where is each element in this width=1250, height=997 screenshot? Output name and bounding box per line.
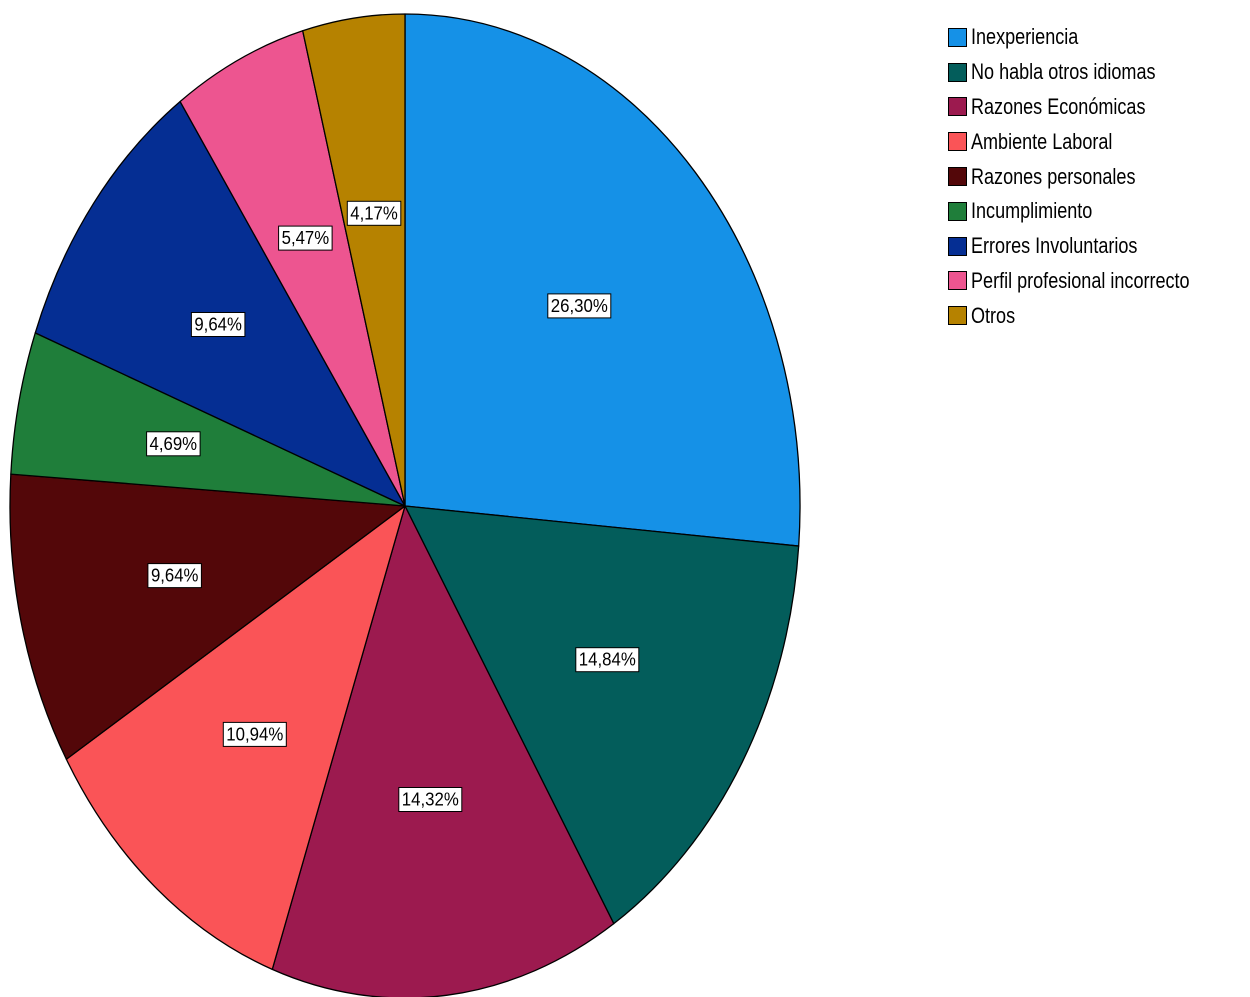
legend-label: Inexperiencia bbox=[971, 24, 1079, 50]
legend-swatch bbox=[948, 62, 967, 82]
legend-label: Ambiente Laboral bbox=[971, 128, 1113, 154]
data-label-box bbox=[222, 721, 287, 747]
data-label-box bbox=[547, 293, 612, 319]
pie-slice-errores-involuntarios bbox=[34, 100, 406, 507]
data-label-box bbox=[346, 200, 402, 226]
data-label-text: 14,32% bbox=[402, 790, 459, 810]
data-label-incumplimiento: 4,69% bbox=[146, 431, 201, 457]
pie-slice-razones-personales bbox=[9, 473, 406, 760]
data-label-box bbox=[146, 431, 201, 457]
legend-label: Razones Económicas bbox=[971, 93, 1146, 119]
legend-swatch bbox=[948, 271, 967, 291]
data-label-perfil-profesional-incorrecto: 5,47% bbox=[278, 225, 333, 251]
legend-label: Perfil profesional incorrecto bbox=[971, 267, 1190, 293]
legend-label: Otros bbox=[971, 302, 1016, 328]
pie-data-labels: 26,30% 14,84% 14,32% 10,94% 9,64% 4,69% 9,64% 5… bbox=[146, 200, 640, 812]
legend-swatch bbox=[948, 236, 967, 256]
legend-swatch bbox=[948, 306, 967, 326]
pie-slice-razones-economicas bbox=[271, 505, 615, 997]
data-label-text: 26,30% bbox=[551, 296, 608, 316]
legend-label: Razones personales bbox=[971, 163, 1136, 189]
legend-label: Incumplimiento bbox=[971, 198, 1093, 224]
legend-swatch bbox=[948, 97, 967, 117]
legend-item-errores-involuntarios: Errores Involuntarios bbox=[948, 229, 1238, 264]
legend-item-otros: Otros bbox=[948, 298, 1238, 333]
legend-item-no-habla-otros-idiomas: No habla otros idiomas bbox=[948, 55, 1238, 90]
data-label-text: 14,84% bbox=[579, 650, 636, 670]
pie-slice-inexperiencia bbox=[404, 13, 801, 547]
data-label-box bbox=[575, 647, 640, 673]
data-label-razones-personales: 9,64% bbox=[147, 563, 202, 589]
legend-item-incumplimiento: Incumplimiento bbox=[948, 194, 1238, 229]
data-label-text: 10,94% bbox=[226, 724, 283, 744]
data-label-text: 9,64% bbox=[194, 315, 242, 335]
legend-label: No habla otros idiomas bbox=[971, 59, 1156, 85]
data-label-box bbox=[147, 563, 202, 589]
data-label-ambiente-laboral: 10,94% bbox=[222, 721, 287, 747]
data-label-otros: 4,17% bbox=[346, 200, 402, 226]
data-label-box bbox=[398, 787, 463, 812]
legend-swatch bbox=[948, 201, 967, 221]
data-label-razones-economicas: 14,32% bbox=[398, 787, 463, 812]
legend-item-inexperiencia: Inexperiencia bbox=[948, 20, 1238, 55]
pie-slice-otros bbox=[302, 13, 406, 507]
legend-swatch bbox=[948, 132, 967, 152]
data-label-errores-involuntarios: 9,64% bbox=[190, 312, 246, 337]
legend-swatch bbox=[948, 27, 967, 47]
legend-item-razones-personales: Razones personales bbox=[948, 159, 1238, 194]
data-label-inexperiencia: 26,30% bbox=[547, 293, 612, 319]
data-label-no-habla-otros-idiomas: 14,84% bbox=[575, 647, 640, 673]
legend-item-ambiente-laboral: Ambiente Laboral bbox=[948, 124, 1238, 159]
legend-item-perfil-profesional-incorrecto: Perfil profesional incorrecto bbox=[948, 264, 1238, 299]
legend-label: Errores Involuntarios bbox=[971, 233, 1138, 259]
legend-swatch bbox=[948, 167, 967, 187]
data-label-box bbox=[278, 225, 333, 251]
data-label-text: 4,17% bbox=[350, 203, 398, 223]
chart-legend: Inexperiencia No habla otros idiomas Razon… bbox=[948, 20, 1238, 333]
pie-slice-perfil-profesional-incorrecto bbox=[179, 30, 406, 507]
pie-slices bbox=[9, 13, 801, 997]
data-label-text: 4,69% bbox=[150, 434, 198, 454]
pie-slice-no-habla-otros-idiomas bbox=[404, 505, 800, 925]
legend-item-razones-economicas: Razones Económicas bbox=[948, 90, 1238, 125]
data-label-text: 9,64% bbox=[151, 566, 199, 586]
data-label-box bbox=[190, 312, 246, 337]
data-label-text: 5,47% bbox=[282, 228, 330, 248]
